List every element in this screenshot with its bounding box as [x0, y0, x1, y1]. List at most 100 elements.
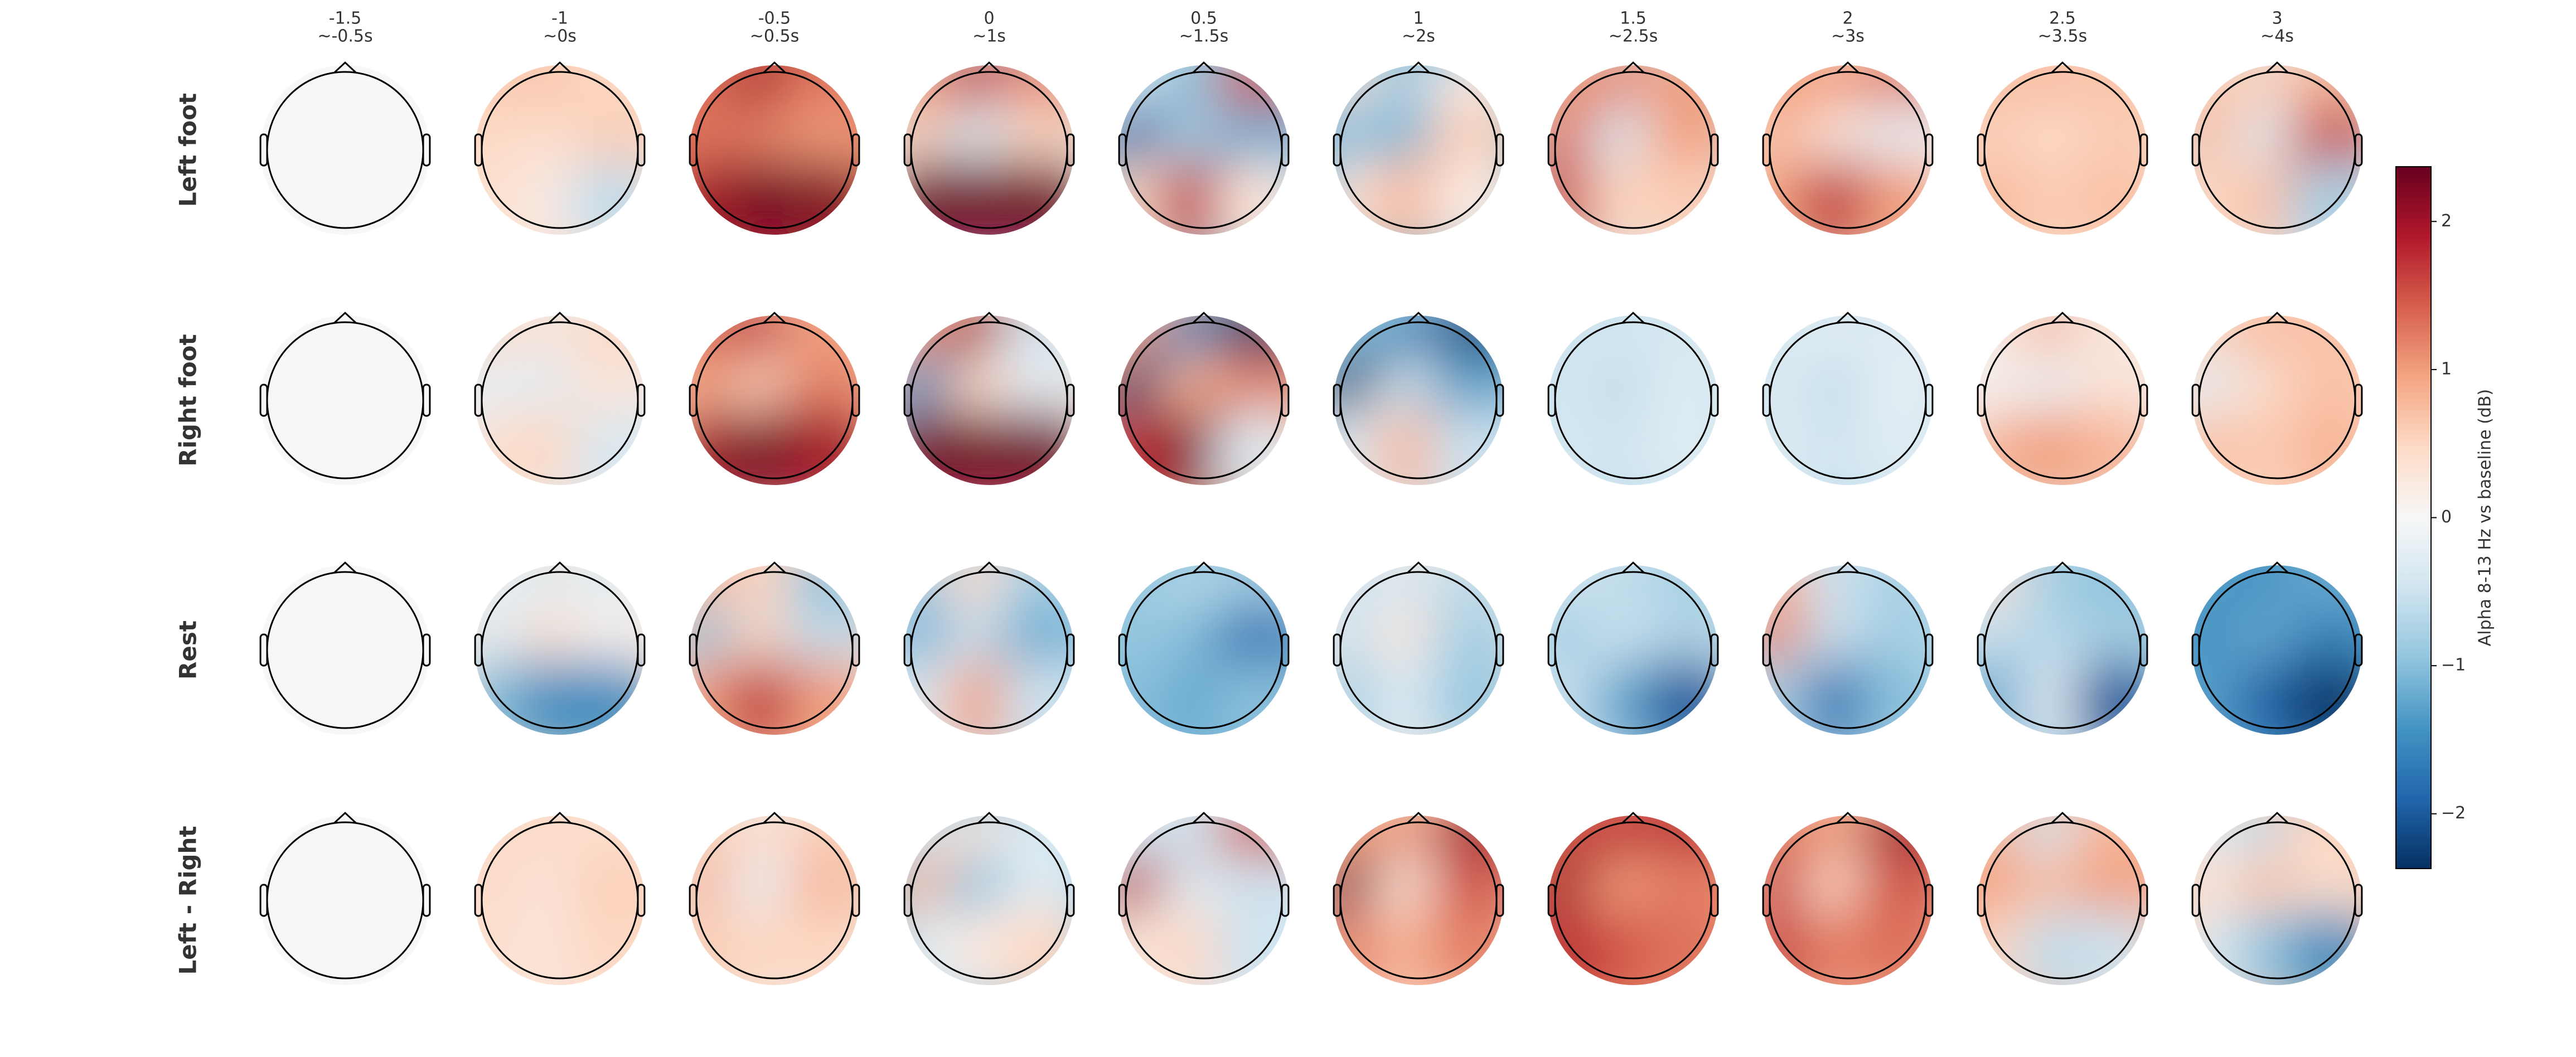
topomap-region — [1856, 408, 1933, 485]
head-ear — [1710, 384, 1719, 417]
head-ear — [1066, 384, 1075, 417]
head-ear — [1495, 133, 1504, 167]
topomap-field — [260, 565, 430, 735]
topomap — [1548, 316, 1718, 485]
topomap — [1763, 316, 1933, 485]
topomap — [1119, 65, 1289, 235]
head-outline — [689, 812, 860, 980]
head-ear — [1977, 884, 1986, 917]
topomap — [1548, 816, 1718, 985]
head-ear — [2139, 884, 2148, 917]
head-outline — [2191, 61, 2363, 229]
head-outline — [259, 561, 431, 729]
head-ear — [1066, 884, 1075, 917]
topomap — [1334, 316, 1503, 485]
head-nose — [548, 812, 572, 824]
head-ear — [2191, 133, 2200, 167]
column-sublabel: ~3.5s — [2038, 27, 2087, 46]
head-nose — [2051, 561, 2074, 574]
topomap-region — [2285, 908, 2362, 985]
topomap-field — [1978, 65, 2147, 235]
head-ear — [1281, 133, 1290, 167]
head-ear — [1281, 633, 1290, 667]
head-outline — [259, 61, 431, 229]
topomap-region — [2070, 408, 2147, 485]
column-label: -0.5 — [758, 9, 791, 28]
topomap — [1978, 816, 2147, 985]
topomap-field — [260, 816, 430, 985]
topomap — [1334, 816, 1503, 985]
topomap — [1334, 565, 1503, 735]
head-nose — [548, 61, 572, 74]
topomap — [1763, 565, 1933, 735]
head-ear — [259, 384, 268, 417]
column-sublabel: ~0s — [543, 27, 577, 46]
topomap-region — [1856, 658, 1933, 735]
topomap — [1119, 565, 1289, 735]
head-nose — [763, 561, 786, 574]
topomap-field — [690, 316, 859, 485]
head-ear — [1118, 384, 1127, 417]
head-ear — [851, 133, 860, 167]
head-nose — [2265, 812, 2289, 824]
topomap-field — [1548, 316, 1718, 485]
topomap — [1548, 65, 1718, 235]
row-label: Left - Right — [175, 826, 202, 974]
head-ear — [1495, 384, 1504, 417]
topomap-region — [2070, 658, 2147, 735]
topomap — [1119, 316, 1289, 485]
topomap-region — [1426, 158, 1503, 235]
head-outline — [689, 312, 860, 479]
head-ear — [1281, 384, 1290, 417]
topomap-field — [2192, 316, 2362, 485]
head-ear — [1762, 384, 1771, 417]
topomap-field — [1548, 816, 1718, 985]
topomap-field — [1763, 816, 1933, 985]
colorbar-tick-label: 0 — [2441, 507, 2452, 527]
head-ear — [1066, 633, 1075, 667]
head-ear — [1547, 633, 1556, 667]
column-sublabel: ~0.5s — [750, 27, 799, 46]
topomap-field — [1119, 316, 1289, 485]
topomap — [1334, 65, 1503, 235]
topomap-region — [568, 158, 645, 235]
head-nose — [977, 312, 1001, 324]
topomap-region — [1641, 408, 1718, 485]
colorbar-tick-label: −2 — [2441, 803, 2466, 823]
topomap-region — [568, 658, 645, 735]
head-ear — [689, 384, 698, 417]
topomap — [475, 65, 645, 235]
topomap-field — [2192, 65, 2362, 235]
row-label: Rest — [175, 620, 202, 680]
topomap-region — [1212, 908, 1289, 985]
head-outline — [1977, 312, 2148, 479]
head-ear — [259, 633, 268, 667]
topomap-field — [690, 565, 859, 735]
head-nose — [1192, 812, 1216, 824]
topomap — [475, 565, 645, 735]
topomap — [690, 65, 859, 235]
head-outline — [903, 561, 1075, 729]
head-ear — [2354, 133, 2363, 167]
head-ear — [689, 633, 698, 667]
head-ear — [1977, 633, 1986, 667]
column-label: 3 — [2272, 9, 2282, 28]
head-ear — [1977, 384, 1986, 417]
head-nose — [763, 312, 786, 324]
head-ear — [1333, 384, 1342, 417]
head-ear — [1066, 133, 1075, 167]
topomap-field — [904, 65, 1074, 235]
head-nose — [1621, 61, 1645, 74]
head-ear — [2139, 133, 2148, 167]
head-outline — [1333, 61, 1504, 229]
column-sublabel: ~1s — [972, 27, 1006, 46]
head-ear — [1925, 884, 1934, 917]
head-outline — [1118, 561, 1290, 729]
head-ear — [1977, 133, 1986, 167]
topomap-region — [782, 158, 859, 235]
head-nose — [1836, 312, 1860, 324]
column-label: 0.5 — [1190, 9, 1217, 28]
colorbar-label: Alpha 8-13 Hz vs baseline (dB) — [2476, 389, 2495, 646]
topomap-region — [1641, 158, 1718, 235]
head-ear — [2354, 384, 2363, 417]
